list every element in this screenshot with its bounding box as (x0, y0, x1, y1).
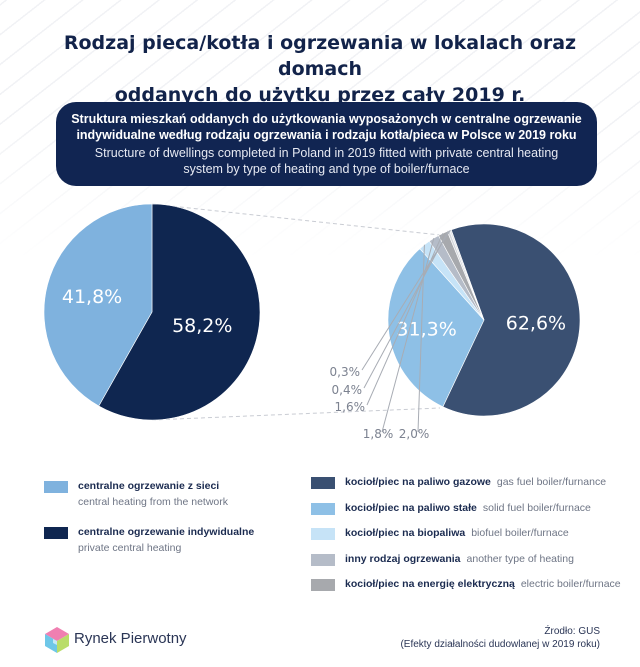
banner-en-line-2: system by type of heating and type of bo… (183, 162, 470, 176)
legend-right-swatch-2 (311, 528, 335, 540)
legend-right-label-en-2: biofuel boiler/furnace (471, 527, 569, 539)
banner-pl-line-2: indywidualne według rodzaju ogrzewania i… (76, 128, 577, 142)
banner-en-line-1: Structure of dwellings completed in Pola… (94, 146, 559, 160)
legend-right-label-4: kocioł/piec na energię elektryczną (345, 578, 515, 590)
legend-right-swatch-4 (311, 579, 335, 591)
right-pie-slice-0 (442, 223, 581, 417)
title-line-1: Rodzaj pieca/kotła i ogrzewania w lokala… (63, 32, 577, 80)
small-slice-label-2: 2,0% (399, 427, 430, 441)
source-note: Źrodło: GUS (Efekty działalności dudowla… (400, 625, 600, 651)
legend-right-swatch-0 (311, 477, 335, 489)
title-line-2: oddanych do użytku przez cały 2019 r. (114, 84, 526, 106)
pie-charts: 58,2% 41,8% 62,6% 31,3% 2,0% 1,8% 1,6% 0,4% 0,… (43, 203, 581, 441)
pie-boiler-type: 62,6% 31,3% (387, 223, 581, 417)
right-pie-value-label-0: 62,6% (506, 312, 566, 334)
small-slice-label-3: 1,8% (363, 427, 394, 441)
left-pie-value-label-0: 58,2% (172, 315, 232, 337)
rynek-pierwotny-logo-icon (45, 627, 69, 653)
source-line-1: Źrodło: GUS (544, 626, 600, 637)
legend-right-label-3: inny rodzaj ogrzewania (345, 552, 461, 565)
connector-line-0 (151, 203, 441, 236)
banner-english-text: Structure of dwellings completed in Pola… (56, 145, 597, 177)
legend-right-label-en-0: gas fuel boiler/furnance (496, 476, 607, 488)
left-pie-value-label-1: 41,8% (62, 286, 122, 308)
legend-left-swatch-0 (44, 481, 68, 493)
source-line-2: (Efekty działalności dudowlanej w 2019 r… (400, 639, 600, 650)
banner-pl-line-1: Struktura mieszkań oddanych do użytkowan… (71, 112, 582, 126)
banner-polish-text: Struktura mieszkań oddanych do użytkowan… (56, 111, 597, 143)
legend-right-label-1: kocioł/piec na paliwo stałe (345, 501, 477, 514)
connector-lines (151, 203, 441, 421)
legend-left-label-1: centralne ogrzewanie indywidualne (78, 526, 255, 538)
legend-right-label-en-1: solid fuel boiler/furnace (482, 501, 591, 514)
pie-heating-source: 58,2% 41,8% (43, 203, 261, 421)
right-pie-slice-1 (387, 248, 485, 408)
connector-line-1 (151, 407, 441, 421)
right-pie-value-label-1: 31,3% (396, 318, 456, 340)
right-pie-slice-6 (449, 229, 485, 321)
legend-right-label-2: kocioł/piec na biopaliwa (345, 527, 466, 539)
legend-left-label-en-0: central heating from the network (78, 496, 228, 508)
legend-right-swatch-1 (311, 502, 335, 515)
small-slice-label-6: 0,3% (330, 365, 361, 379)
legend-left-swatch-1 (44, 527, 68, 539)
leader-line-6 (361, 229, 451, 371)
left-pie-slice-0 (98, 203, 261, 421)
legend-right-label-en-4: electric boiler/furnace (520, 578, 621, 590)
legend-right-label-en-3: another type of heating (466, 552, 574, 565)
small-slice-label-4: 1,6% (335, 400, 366, 414)
left-pie-slice-1 (43, 203, 153, 407)
small-slice-labels: 2,0% 1,8% 1,6% 0,4% 0,3% (330, 229, 451, 441)
legend-left-label-0: centralne ogrzewanie z sieci (78, 480, 220, 492)
legend-left-label-en-1: private central heating (78, 542, 182, 554)
subtitle-banner: Struktura mieszkań oddanych do użytkowan… (56, 102, 597, 186)
leader-line-5 (363, 230, 449, 389)
small-slice-label-5: 0,4% (332, 383, 363, 397)
legend-right-label-0: kocioł/piec na paliwo gazowe (345, 476, 491, 488)
legend-right-swatch-3 (311, 553, 335, 566)
logo-text: Rynek Pierwotny (74, 630, 187, 647)
page-title: Rodzaj pieca/kotła i ogrzewania w lokala… (20, 30, 620, 108)
